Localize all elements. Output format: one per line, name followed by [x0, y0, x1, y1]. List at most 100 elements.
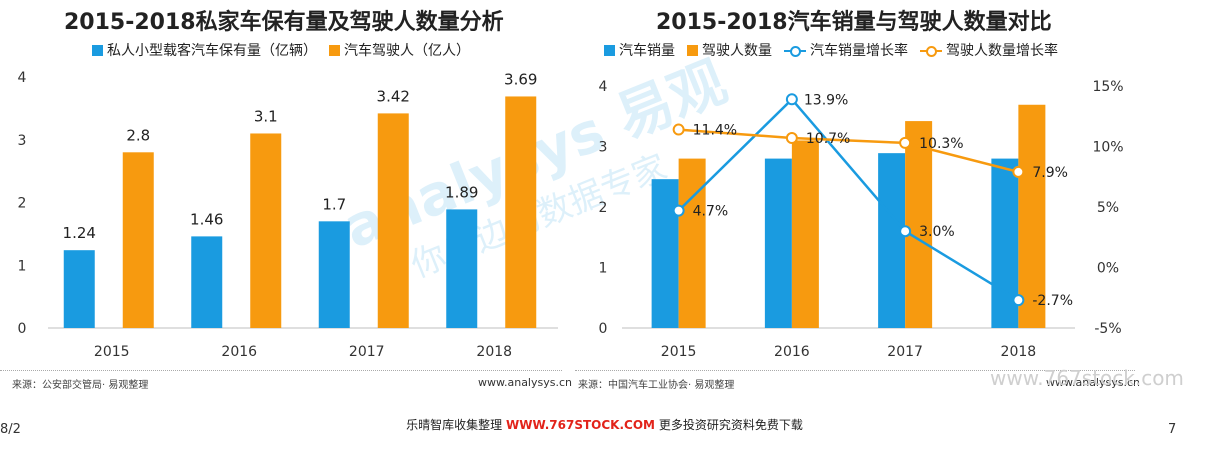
bar-drivers	[122, 152, 154, 328]
x-tick-label: 2015	[661, 344, 697, 360]
y2-tick-label: 5%	[1097, 200, 1119, 216]
bar-vehicles	[191, 236, 223, 328]
legend-label: 汽车驾驶人（亿人）	[344, 43, 470, 59]
bar-drivers	[250, 133, 282, 328]
y-tick-label: 3	[599, 140, 608, 156]
line-point	[1012, 294, 1025, 307]
page-number-right: 7	[1168, 422, 1177, 437]
x-tick-label: 2017	[887, 344, 923, 360]
x-tick-label: 2018	[476, 344, 512, 360]
line-point	[899, 225, 912, 238]
line-data-label: 10.7%	[806, 131, 850, 147]
data-label: 1.89	[445, 183, 478, 201]
charts-canvas: analysys 易观 你身边的数据专家 0123420151.242.8201…	[18, 49, 1124, 360]
line-point	[785, 132, 798, 145]
y2-tick-label: -5%	[1094, 321, 1121, 337]
bar-sales	[651, 179, 679, 328]
y2-tick-label: 15%	[1092, 79, 1123, 95]
bar-drivers	[905, 121, 933, 328]
legend-swatch-orange	[329, 44, 340, 56]
right-footer-rule	[575, 370, 1135, 371]
line-point	[1012, 165, 1025, 178]
line-data-label: 11.4%	[693, 123, 737, 139]
footer-suffix: 更多投资研究资料免费下载	[658, 418, 803, 432]
data-label: 1.24	[63, 224, 96, 242]
line-data-label: -2.7%	[1032, 293, 1073, 309]
y2-tick-label: 0%	[1097, 261, 1119, 277]
legend-swatch-orange	[687, 44, 698, 56]
series-line-drivers-growth	[678, 128, 1019, 174]
left-chart: 0 1 2 3 4 2015 1.24 2.8 2016 1.46 3.1 2017 1.7 3.42 20…	[18, 70, 558, 360]
legend-label: 汽车销量增长率	[810, 43, 908, 59]
legend-line-swatch-blue	[784, 45, 806, 57]
legend-item-drivers: 汽车驾驶人（亿人）	[329, 40, 470, 60]
legend-label: 驾驶人数量增长率	[946, 43, 1058, 59]
data-label: 3.1	[254, 107, 278, 125]
legend-label: 私人小型载客汽车保有量（亿辆）	[107, 43, 317, 59]
line-point	[672, 123, 685, 136]
bar-vehicles	[63, 250, 95, 328]
bar-drivers	[1018, 104, 1046, 328]
legend-line-swatch-orange	[920, 45, 942, 57]
y-tick-label: 4	[18, 70, 27, 86]
line-data-label: 13.9%	[804, 92, 848, 108]
y-tick-label: 2	[18, 196, 27, 212]
line-data-label: 10.3%	[919, 136, 963, 152]
y-tick-label: 2	[599, 200, 608, 216]
y-tick-label: 4	[599, 79, 608, 95]
line-data-label: 4.7%	[693, 204, 729, 220]
left-chart-source: 来源：公安部交管局· 易观整理	[12, 380, 149, 391]
data-label: 3.42	[377, 87, 410, 105]
y-tick-label: 3	[18, 133, 27, 149]
data-label: 3.69	[504, 70, 537, 88]
legend-item-sales-growth: 汽车销量增长率	[784, 40, 908, 60]
bar-drivers	[791, 140, 819, 328]
x-tick-label: 2018	[1001, 344, 1037, 360]
line-point	[899, 136, 912, 149]
y-tick-label: 0	[18, 321, 27, 337]
legend-item-drivers-count: 驾驶人数量	[687, 40, 772, 60]
x-tick-label: 2017	[349, 344, 385, 360]
right-chart-source: 来源：中国汽车工业协会· 易观整理	[578, 380, 735, 391]
line-data-label: 3.0%	[919, 224, 955, 240]
data-label: 1.7	[322, 195, 346, 213]
y2-tick-label: 10%	[1092, 140, 1123, 156]
footer-prefix: 乐晴智库收集整理	[406, 418, 503, 432]
legend-swatch-blue	[604, 44, 615, 56]
data-label: 1.46	[190, 210, 223, 228]
left-chart-site: www.analysys.cn	[478, 376, 572, 389]
watermark-stock: www.767stock.com	[990, 366, 1184, 390]
bar-drivers	[377, 113, 409, 329]
legend-item-sales: 汽车销量	[604, 40, 675, 60]
line-point	[672, 204, 685, 217]
bar-drivers	[678, 158, 706, 328]
right-chart-legend: 汽车销量 驾驶人数量 汽车销量增长率 驾驶人数量增长率	[604, 40, 1070, 60]
left-footer-rule	[0, 370, 562, 371]
legend-item-vehicles: 私人小型载客汽车保有量（亿辆）	[92, 40, 317, 60]
legend-swatch-blue	[92, 44, 103, 56]
series-line-sales-growth	[677, 97, 1020, 302]
footer-url[interactable]: WWW.767STOCK.COM	[506, 418, 655, 432]
right-chart-site: www.analysys.cn	[1046, 376, 1140, 389]
page-number-left: 8/2	[0, 422, 21, 437]
right-chart-title: 2015-2018汽车销量与驾驶人数量对比	[656, 10, 1052, 35]
y-tick-label: 1	[18, 258, 27, 274]
left-chart-legend: 私人小型载客汽车保有量（亿辆） 汽车驾驶人（亿人）	[92, 40, 482, 60]
bar-vehicles	[318, 221, 350, 328]
bar-drivers	[505, 96, 537, 328]
bar-sales	[764, 158, 792, 328]
page-footer: 乐晴智库收集整理 WWW.767STOCK.COM 更多投资研究资料免费下载	[0, 416, 1209, 433]
y-tick-label: 0	[599, 321, 608, 337]
left-chart-title: 2015-2018私家车保有量及驾驶人数量分析	[64, 10, 504, 35]
legend-label: 汽车销量	[619, 43, 675, 59]
line-data-label: 7.9%	[1032, 165, 1068, 181]
right-chart: 0 1 2 3 4 -5% 0% 5% 10% 15% 2015 2016 2017 2018 4.7% 13…	[599, 79, 1124, 360]
legend-label: 驾驶人数量	[702, 43, 772, 59]
bar-vehicles	[446, 209, 478, 328]
data-label: 2.8	[126, 126, 150, 144]
x-tick-label: 2016	[774, 344, 810, 360]
line-point	[785, 93, 798, 106]
y-tick-label: 1	[599, 261, 608, 277]
x-tick-label: 2016	[221, 344, 257, 360]
x-tick-label: 2015	[94, 344, 130, 360]
